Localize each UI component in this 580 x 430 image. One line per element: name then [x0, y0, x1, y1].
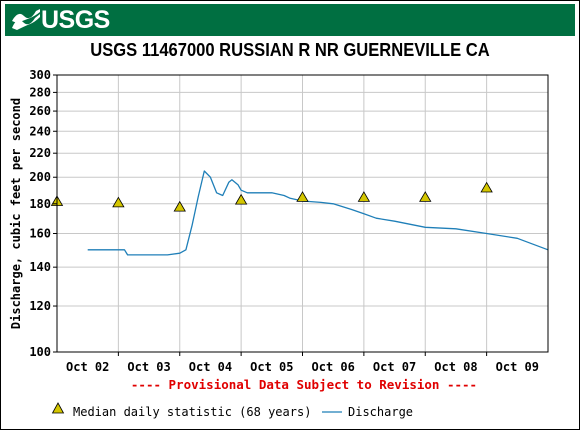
y-tick-label: 240	[29, 124, 51, 138]
median-marker	[419, 191, 432, 202]
legend: Median daily statistic (68 years) Discha…	[51, 402, 413, 419]
median-marker	[173, 200, 186, 212]
y-axis-label: Discharge, cubic feet per second	[9, 98, 23, 329]
y-tick-label: 160	[29, 226, 51, 240]
x-tick-label: Oct 08	[434, 360, 477, 374]
y-tick-label: 140	[29, 260, 51, 274]
y-tick-label: 280	[29, 85, 51, 99]
y-tick-label: 300	[29, 68, 51, 82]
provisional-note: ---- Provisional Data Subject to Revisio…	[131, 377, 477, 392]
x-tick-label: Oct 03	[127, 360, 170, 374]
legend-median-label: Median daily statistic (68 years)	[73, 405, 311, 419]
x-tick-label: Oct 06	[312, 360, 355, 374]
x-tick-label: Oct 04	[189, 360, 232, 374]
legend-median-marker	[51, 402, 65, 414]
median-marker	[296, 191, 309, 202]
usgs-logo: USGS	[11, 5, 110, 34]
x-tick-label: Oct 02	[66, 360, 109, 374]
median-marker	[234, 193, 248, 205]
y-tick-label: 260	[29, 104, 51, 118]
x-tick-label: Oct 07	[373, 360, 416, 374]
y-tick-label: 200	[29, 170, 51, 184]
chart-title: USGS 11467000 RUSSIAN R NR GUERNEVILLE C…	[90, 40, 490, 60]
x-tick-label: Oct 09	[496, 360, 539, 374]
median-marker	[357, 191, 371, 202]
y-tick-label: 220	[29, 146, 51, 160]
x-tick-label: Oct 05	[250, 360, 293, 374]
y-tick-label: 120	[29, 299, 51, 313]
usgs-wave-logo-icon	[12, 9, 40, 30]
y-tick-label: 180	[29, 197, 51, 211]
median-marker	[480, 181, 493, 193]
usgs-header-bar: USGS	[5, 4, 575, 36]
legend-discharge-label: Discharge	[348, 405, 413, 419]
usgs-logo-text: USGS	[41, 5, 110, 34]
discharge-line	[87, 170, 549, 256]
median-marker	[112, 196, 125, 208]
y-tick-label: 100	[29, 345, 51, 359]
